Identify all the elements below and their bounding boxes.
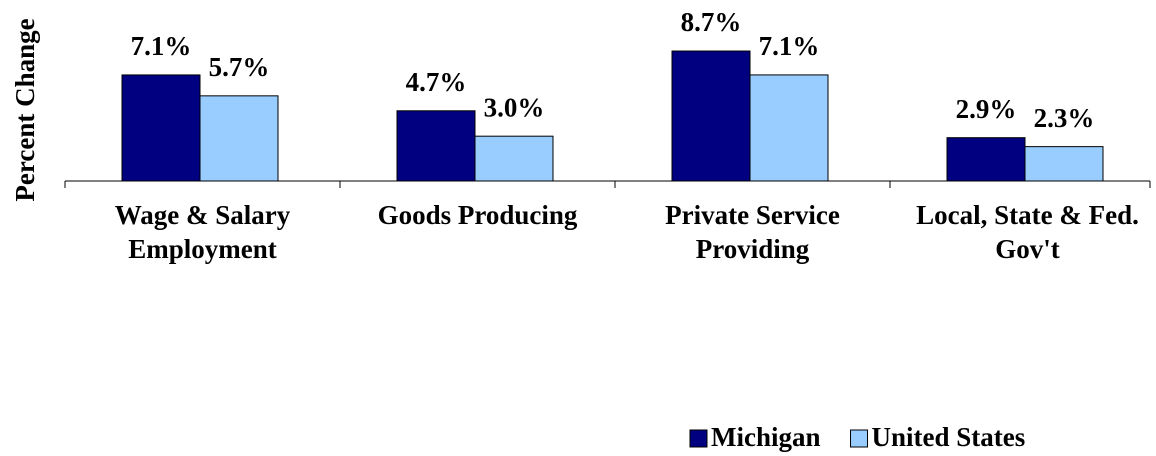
x-tick-label: Local, State & Fed. Gov't <box>916 200 1139 264</box>
bar <box>396 110 476 182</box>
data-label: 3.0% <box>484 92 545 122</box>
legend-swatch <box>689 429 708 448</box>
bar <box>671 50 751 182</box>
legend-swatch <box>850 429 869 448</box>
y-axis-label: Percent Change <box>10 18 40 201</box>
x-tick-label: Goods Producing <box>377 200 578 230</box>
x-tick-label: Private Service Providing <box>665 200 840 264</box>
bar <box>121 74 201 182</box>
x-tick-label: Wage & Salary Employment <box>114 200 291 264</box>
bar <box>199 95 279 182</box>
data-label: 2.9% <box>956 94 1017 124</box>
data-label: 2.3% <box>1034 103 1095 133</box>
bar <box>474 135 554 182</box>
legend-label: United States <box>872 422 1026 452</box>
bar <box>749 74 829 182</box>
data-label: 4.7% <box>406 67 467 97</box>
data-label: 5.7% <box>209 52 270 82</box>
bar <box>1024 146 1104 182</box>
legend-label: Michigan <box>711 422 821 452</box>
data-label: 7.1% <box>131 31 192 61</box>
data-label: 8.7% <box>681 7 742 37</box>
bar <box>946 137 1026 182</box>
data-label: 7.1% <box>759 31 820 61</box>
